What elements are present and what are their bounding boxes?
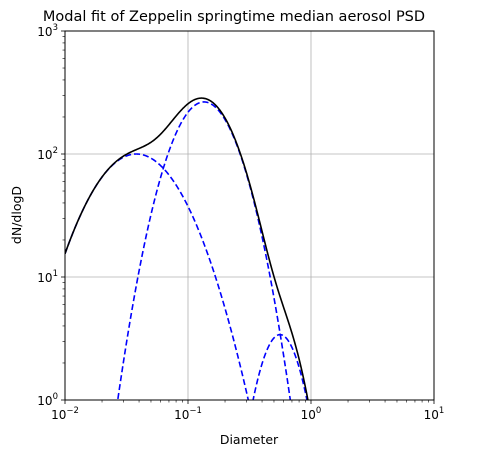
y-axis-ticks: 100 101 102 103 xyxy=(37,23,65,408)
total-fit-curve xyxy=(65,97,309,400)
x-tick-label: 100 xyxy=(301,406,322,422)
x-axis-label: Diameter xyxy=(220,432,279,447)
minor-ticks xyxy=(62,36,429,403)
x-tick-label: 10−2 xyxy=(51,406,79,422)
plot-curves xyxy=(65,97,309,400)
y-tick-label: 100 xyxy=(37,392,58,408)
grid-lines xyxy=(65,31,434,400)
y-tick-label: 101 xyxy=(37,269,58,285)
mode-1-curve xyxy=(65,153,250,400)
x-tick-label: 10−1 xyxy=(174,406,202,422)
x-tick-label: 101 xyxy=(424,406,445,422)
mode-3-curve xyxy=(252,333,308,400)
mode-2-curve xyxy=(116,101,292,400)
y-tick-label: 103 xyxy=(37,23,58,39)
y-tick-label: 102 xyxy=(37,146,58,162)
chart-title: Modal fit of Zeppelin springtime median … xyxy=(43,9,425,25)
y-axis-label: dN/dlogD xyxy=(9,186,24,244)
plot-frame xyxy=(64,30,435,401)
x-axis-ticks: 10−2 10−1 100 101 xyxy=(51,400,444,422)
